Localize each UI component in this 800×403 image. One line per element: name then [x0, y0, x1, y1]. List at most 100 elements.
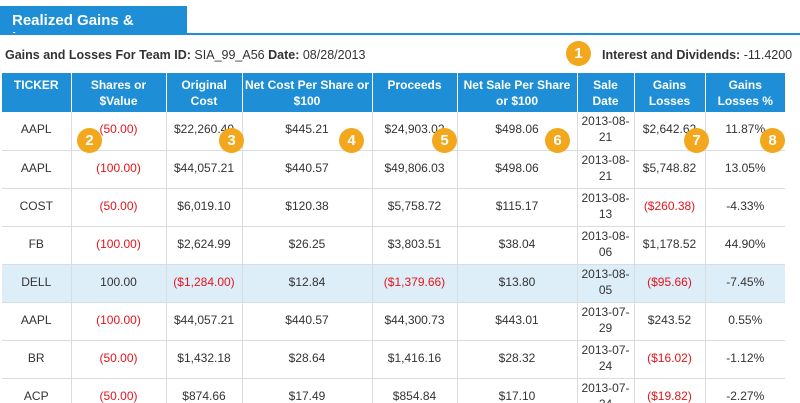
- table-header: TICKER Shares or $Value Original Cost Ne…: [2, 73, 785, 112]
- table-row[interactable]: AAPL (50.00) $22,260.40 $445.21 $24,903.02 $4…: [2, 112, 785, 151]
- cell-ticker: AAPL: [2, 112, 71, 151]
- cell-ticker: COST: [2, 188, 71, 227]
- header-divider: [0, 33, 800, 35]
- cell-net-sale: $13.80: [456, 264, 577, 303]
- cell-net-sale: $498.06: [456, 150, 577, 189]
- header-gains-pct[interactable]: Gains Losses %: [704, 73, 785, 112]
- header-net-cost[interactable]: Net Cost Per Share or $100: [241, 73, 372, 112]
- cell-net-cost: $12.84: [241, 264, 372, 303]
- cell-shares: (50.00): [70, 188, 166, 227]
- team-id-value: SIA_99_A56: [194, 48, 265, 62]
- cell-net-cost: $26.25: [241, 226, 372, 265]
- header-gains[interactable]: Gains Losses: [633, 73, 705, 112]
- cell-net-cost: $440.57: [241, 150, 372, 189]
- table-row[interactable]: DELL 100.00 ($1,284.00) $12.84 ($1,379.66) $1…: [2, 264, 785, 303]
- cell-gains-pct: -4.33%: [704, 188, 785, 227]
- cell-gains-pct: 44.90%: [704, 226, 785, 265]
- cell-ticker: AAPL: [2, 302, 71, 341]
- cell-shares: (50.00): [70, 378, 166, 403]
- date-value: 08/28/2013: [302, 48, 366, 62]
- cell-net-sale: $28.32: [456, 340, 577, 379]
- cell-net-sale: $38.04: [456, 226, 577, 265]
- cell-gains-pct: -1.12%: [704, 340, 785, 379]
- callout-1: 1: [566, 41, 591, 66]
- cell-sale-date: 2013-07-24: [576, 340, 634, 379]
- header-shares[interactable]: Shares or $Value: [70, 73, 166, 112]
- cell-original-cost: $2,624.99: [165, 226, 242, 265]
- cell-sale-date: 2013-08-13: [576, 188, 634, 227]
- cell-shares: (100.00): [70, 226, 166, 265]
- callout-8: 8: [760, 128, 785, 153]
- cell-net-cost: $28.64: [241, 340, 372, 379]
- cell-shares: 100.00: [70, 264, 166, 303]
- header-sale-date[interactable]: Sale Date: [576, 73, 634, 112]
- cell-net-sale: $17.10: [456, 378, 577, 403]
- table-row[interactable]: ACP (50.00) $874.66 $17.49 $854.84 $17.10 2013…: [2, 378, 785, 403]
- cell-proceeds: $5,758.72: [371, 188, 457, 227]
- cell-original-cost: ($1,284.00): [165, 264, 242, 303]
- callout-7: 7: [684, 128, 709, 153]
- cell-original-cost: $44,057.21: [165, 150, 242, 189]
- cell-sale-date: 2013-08-06: [576, 226, 634, 265]
- cell-original-cost: $6,019.10: [165, 188, 242, 227]
- cell-gains-pct: 0.55%: [704, 302, 785, 341]
- header-original-cost[interactable]: Original Cost: [165, 73, 242, 112]
- panel-title: Realized Gains & Losses: [0, 6, 187, 46]
- cell-net-cost: $440.57: [241, 302, 372, 341]
- cell-sale-date: 2013-08-21: [576, 150, 634, 189]
- table-row[interactable]: FB (100.00) $2,624.99 $26.25 $3,803.51 $38.04…: [2, 226, 785, 265]
- callout-5: 5: [432, 128, 457, 153]
- cell-original-cost: $874.66: [165, 378, 242, 403]
- table-row[interactable]: AAPL (100.00) $44,057.21 $440.57 $49,806.03 $…: [2, 150, 785, 189]
- cell-sale-date: 2013-07-29: [576, 302, 634, 341]
- table-row[interactable]: BR (50.00) $1,432.18 $28.64 $1,416.16 $28.32 2…: [2, 340, 785, 379]
- header-proceeds[interactable]: Proceeds: [371, 73, 457, 112]
- cell-proceeds: $854.84: [371, 378, 457, 403]
- cell-gains-pct: 13.05%: [704, 150, 785, 189]
- cell-ticker: BR: [2, 340, 71, 379]
- cell-gains: ($16.02): [633, 340, 705, 379]
- header-net-sale[interactable]: Net Sale Per Share or $100: [456, 73, 577, 112]
- cell-shares: (50.00): [70, 340, 166, 379]
- date-label: Date:: [268, 48, 300, 62]
- cell-gains: ($19.82): [633, 378, 705, 403]
- cell-ticker: AAPL: [2, 150, 71, 189]
- cell-shares: (100.00): [70, 150, 166, 189]
- cell-ticker: DELL: [2, 264, 71, 303]
- cell-sale-date: 2013-07-24: [576, 378, 634, 403]
- cell-ticker: ACP: [2, 378, 71, 403]
- summary-row: Gains and Losses For Team ID: SIA_99_A56…: [0, 48, 800, 66]
- cell-proceeds: $49,806.03: [371, 150, 457, 189]
- table-body: AAPL (50.00) $22,260.40 $445.21 $24,903.02 $4…: [2, 112, 785, 403]
- gains-losses-table: TICKER Shares or $Value Original Cost Ne…: [2, 73, 785, 403]
- callout-4: 4: [339, 128, 364, 153]
- interest-value: -11.4200: [743, 48, 793, 62]
- team-info: Gains and Losses For Team ID: SIA_99_A56…: [5, 48, 365, 62]
- cell-gains: $1,178.52: [633, 226, 705, 265]
- cell-net-sale: $115.17: [456, 188, 577, 227]
- panel-header: Realized Gains & Losses: [0, 0, 800, 46]
- cell-gains-pct: -7.45%: [704, 264, 785, 303]
- cell-shares: (100.00): [70, 302, 166, 341]
- cell-proceeds: $3,803.51: [371, 226, 457, 265]
- cell-net-cost: $17.49: [241, 378, 372, 403]
- callout-6: 6: [545, 128, 570, 153]
- interest-label: Interest and Dividends:: [602, 48, 741, 62]
- cell-gains: $243.52: [633, 302, 705, 341]
- cell-sale-date: 2013-08-05: [576, 264, 634, 303]
- cell-proceeds: $1,416.16: [371, 340, 457, 379]
- cell-ticker: FB: [2, 226, 71, 265]
- callout-3: 3: [219, 128, 244, 153]
- cell-gains: $5,748.82: [633, 150, 705, 189]
- callout-2: 2: [77, 128, 102, 153]
- team-id-label: Gains and Losses For Team ID:: [5, 48, 191, 62]
- cell-net-cost: $120.38: [241, 188, 372, 227]
- cell-proceeds: $44,300.73: [371, 302, 457, 341]
- table-row[interactable]: COST (50.00) $6,019.10 $120.38 $5,758.72 $115…: [2, 188, 785, 227]
- cell-original-cost: $44,057.21: [165, 302, 242, 341]
- cell-proceeds: ($1,379.66): [371, 264, 457, 303]
- cell-sale-date: 2013-08-21: [576, 112, 634, 151]
- header-ticker[interactable]: TICKER: [2, 73, 71, 112]
- table-row[interactable]: AAPL (100.00) $44,057.21 $440.57 $44,300.73 $…: [2, 302, 785, 341]
- cell-original-cost: $1,432.18: [165, 340, 242, 379]
